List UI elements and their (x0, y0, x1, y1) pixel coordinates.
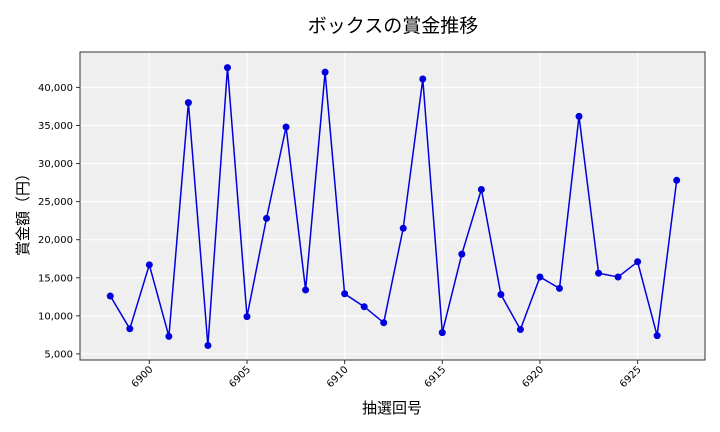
grid-lines (80, 52, 705, 360)
data-point-marker (282, 123, 290, 131)
x-tick-label: 6910 (325, 364, 351, 390)
data-point-marker (516, 326, 524, 334)
data-point-marker (243, 313, 251, 321)
y-tick-label: 15,000 (38, 273, 73, 284)
data-point-marker (614, 273, 622, 281)
plot-area (80, 52, 705, 360)
y-tick-label: 25,000 (38, 197, 73, 208)
series-line (109, 67, 678, 346)
data-point-marker (204, 342, 212, 350)
data-point-marker (458, 250, 466, 258)
x-tick-label: 6900 (130, 364, 156, 390)
y-tick-label: 5,000 (44, 349, 73, 360)
data-point-marker (477, 185, 485, 193)
x-tick-label: 6915 (423, 364, 449, 390)
data-point-marker (302, 286, 310, 294)
y-tick-label: 30,000 (38, 159, 73, 170)
data-point-marker (223, 64, 231, 72)
x-axis-ticks: 6900 6905 6910 6915 6920 6925 (130, 360, 644, 390)
y-axis-label: 賞金額（円） (14, 166, 32, 256)
y-axis-ticks: 5,000 10,000 15,000 20,000 25,000 30,000 35,00… (38, 83, 80, 360)
data-point-marker (399, 224, 407, 232)
data-point-marker (126, 325, 134, 333)
data-point-marker (653, 332, 661, 340)
data-point-marker (341, 290, 349, 298)
data-point-marker (380, 319, 388, 327)
data-point-marker (321, 68, 329, 76)
chart-title: ボックスの賞金推移 (308, 15, 478, 37)
data-series (106, 64, 681, 350)
data-point-marker (438, 329, 446, 337)
data-point-marker (184, 99, 192, 107)
data-point-marker (360, 303, 368, 311)
y-tick-label: 35,000 (38, 121, 73, 132)
x-axis-label: 抽選回号 (362, 399, 422, 417)
data-point-marker (419, 75, 427, 83)
data-point-marker (536, 273, 544, 281)
y-tick-label: 40,000 (38, 83, 73, 94)
y-tick-label: 20,000 (38, 235, 73, 246)
plot-frame (79, 51, 706, 361)
data-point-marker (595, 269, 603, 277)
data-point-marker (263, 214, 271, 222)
data-point-marker (106, 292, 114, 300)
x-tick-label: 6925 (618, 364, 644, 390)
data-point-marker (575, 112, 583, 120)
data-point-marker (634, 258, 642, 266)
data-point-marker (165, 332, 173, 340)
data-point-marker (145, 261, 153, 269)
x-tick-label: 6905 (227, 364, 253, 390)
data-point-marker (555, 284, 563, 292)
y-tick-label: 10,000 (38, 311, 73, 322)
data-point-marker (673, 176, 681, 184)
data-point-marker (497, 291, 505, 299)
x-tick-label: 6920 (520, 364, 546, 390)
